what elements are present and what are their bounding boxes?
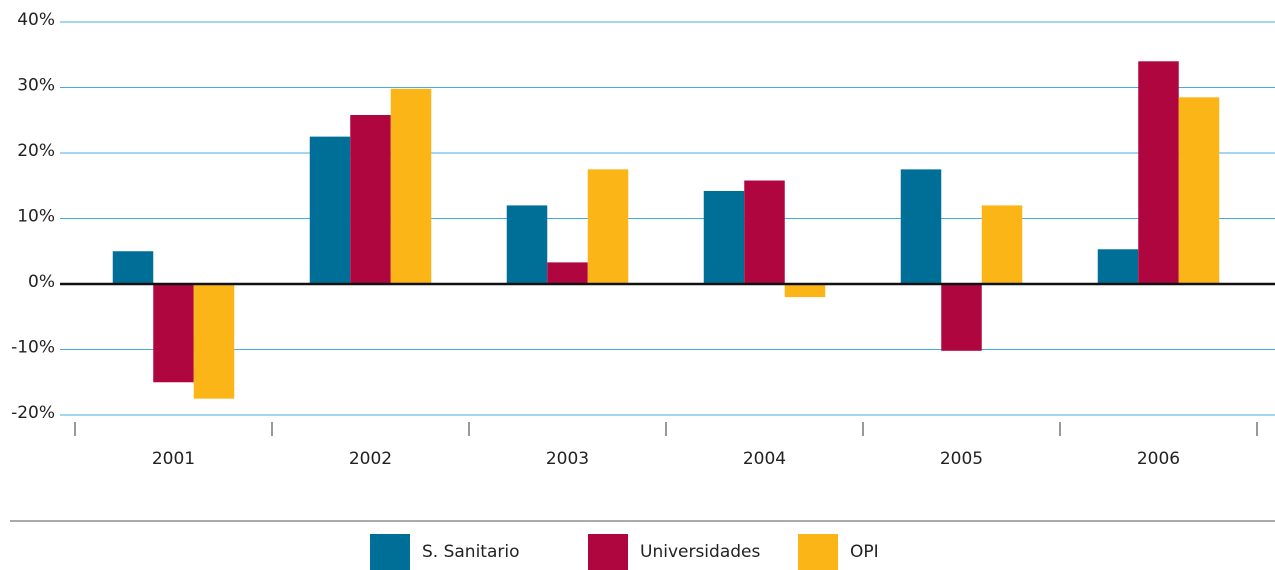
bar (744, 180, 785, 284)
bar (703, 190, 745, 284)
legend-label: S. Sanitario (422, 542, 520, 562)
legend-label: Universidades (640, 542, 760, 562)
bar (784, 284, 826, 298)
bar (900, 169, 942, 284)
bar (112, 251, 154, 284)
y-tick-label: -10% (11, 338, 55, 358)
x-tick-label: 2005 (940, 449, 983, 469)
bar (1178, 97, 1220, 284)
y-tick-label: 0% (28, 272, 55, 292)
bar (1097, 249, 1139, 284)
x-tick-label: 2006 (1137, 449, 1180, 469)
bar (941, 284, 982, 351)
bar (1138, 61, 1179, 284)
bar (153, 284, 194, 383)
legend-label: OPI (850, 542, 879, 562)
bar (309, 136, 351, 284)
legend-swatch (588, 534, 628, 570)
bar (981, 205, 1023, 284)
legend-swatch (370, 534, 410, 570)
x-tick-label: 2001 (152, 449, 195, 469)
x-tick-label: 2004 (743, 449, 786, 469)
bar (350, 115, 391, 284)
x-tick-label: 2002 (349, 449, 392, 469)
y-tick-label: 10% (17, 207, 55, 227)
y-tick-label: 20% (17, 141, 55, 161)
bar (587, 169, 629, 284)
y-tick-label: 40% (17, 10, 55, 30)
legend-swatch (798, 534, 838, 570)
x-tick-label: 2003 (546, 449, 589, 469)
y-tick-label: -20% (11, 403, 55, 423)
y-tick-label: 30% (17, 76, 55, 96)
bar (547, 262, 588, 284)
bar (193, 284, 235, 399)
bar (506, 205, 548, 284)
bar (390, 88, 432, 284)
